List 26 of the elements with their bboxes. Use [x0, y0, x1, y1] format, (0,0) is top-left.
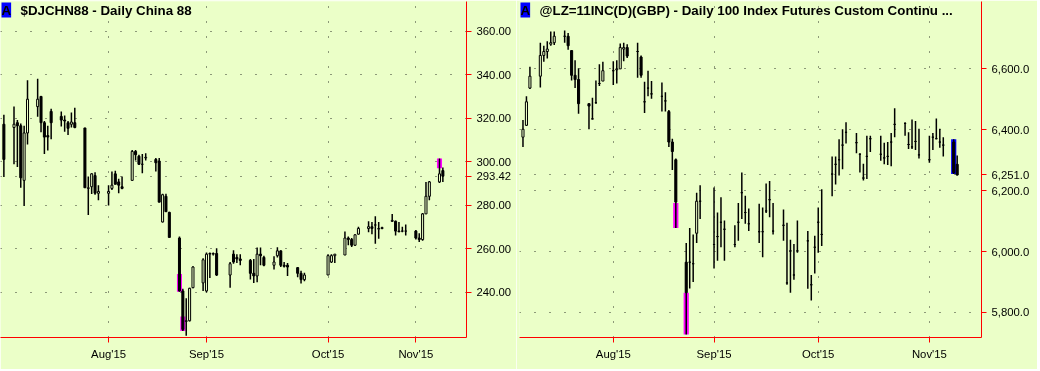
y-tick-label: 6,200.0: [991, 184, 1030, 197]
x-tick-label: Sep'15: [189, 347, 224, 360]
x-tick-label: Nov'15: [398, 347, 434, 360]
y-tick-label: 6,251.0: [991, 168, 1030, 181]
chart-title: $DJCHN88 - Daily China 88: [20, 2, 192, 18]
y-tick-label: 6,400.0: [991, 123, 1030, 136]
y-tick-label: 340.00: [476, 68, 512, 81]
y-tick-label: 293.42: [476, 170, 512, 183]
y-tick-label: 260.00: [476, 242, 512, 255]
y-tick-label: 240.00: [476, 286, 512, 299]
annotation: A: [520, 2, 531, 18]
x-tick-label: Oct'15: [802, 347, 835, 360]
y-tick-label: 5,800.0: [991, 306, 1030, 319]
y-tick-label: 6,600.0: [991, 62, 1030, 75]
annotation: A: [1, 2, 12, 18]
y-tick-label: 6,000.0: [991, 245, 1030, 258]
x-tick-label: Aug'15: [91, 347, 127, 360]
y-tick-label: 280.00: [476, 199, 512, 212]
chart-title: @LZ=11INC(D)(GBP) - Daily 100 Index Futures Custom Continu ...: [539, 2, 953, 18]
y-tick-label: 300.00: [476, 155, 512, 168]
x-tick-label: Sep'15: [696, 347, 732, 360]
x-tick-label: Oct'15: [311, 347, 345, 360]
x-tick-label: Nov'15: [911, 347, 947, 360]
y-tick-label: 360.00: [476, 25, 512, 38]
x-tick-label: Aug'15: [595, 347, 631, 360]
y-tick-label: 320.00: [476, 112, 512, 125]
